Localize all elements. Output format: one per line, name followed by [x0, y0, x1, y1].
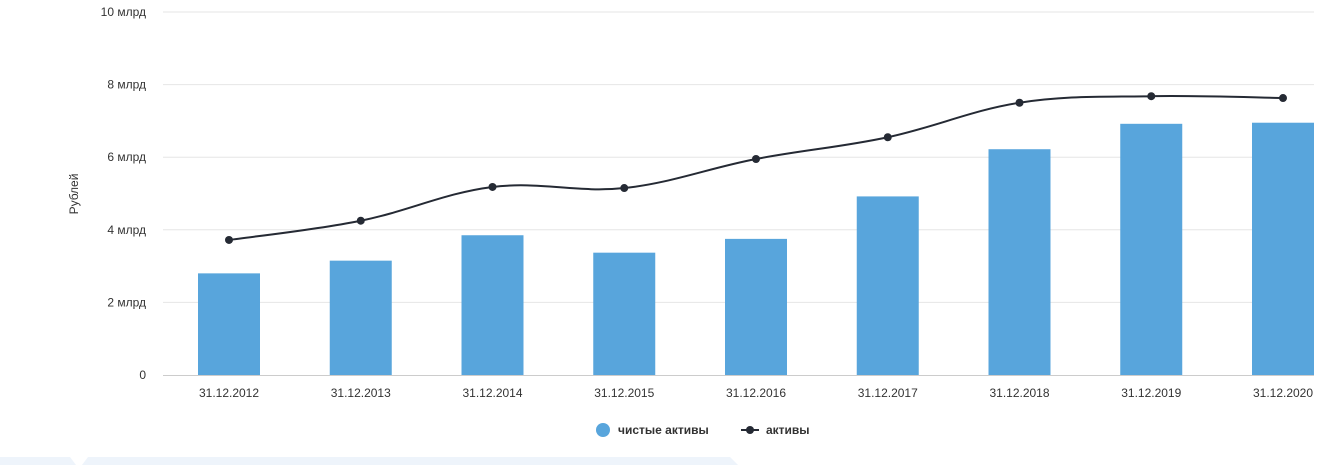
bar[interactable]	[329, 260, 392, 375]
bar[interactable]	[593, 252, 656, 375]
x-tick-label: 31.12.2012	[199, 386, 259, 400]
x-tick-label: 31.12.2018	[989, 386, 1049, 400]
bar[interactable]	[725, 238, 787, 375]
line-point[interactable]	[883, 133, 892, 142]
x-tick-label: 31.12.2016	[726, 386, 786, 400]
bar-series	[198, 122, 1314, 375]
bar[interactable]	[461, 235, 524, 375]
y-tick-label: 2 млрд	[107, 295, 146, 309]
line-point[interactable]	[225, 235, 233, 244]
line-series	[225, 92, 1287, 244]
legend-label-assets[interactable]: активы	[766, 423, 810, 437]
legend-label-net-assets[interactable]: чистые активы	[618, 423, 709, 437]
y-tick-label: 8 млрд	[107, 78, 146, 92]
bar[interactable]	[1252, 122, 1314, 375]
line-point[interactable]	[1015, 98, 1024, 107]
x-tick-label: 31.12.2014	[462, 386, 522, 400]
legend-marker-net-assets[interactable]	[596, 423, 610, 437]
decorative-strip	[0, 452, 740, 465]
bar[interactable]	[856, 196, 919, 375]
y-tick-label: 4 млрд	[107, 223, 146, 237]
legend[interactable]: чистые активы активы	[596, 423, 810, 437]
bar[interactable]	[198, 273, 260, 375]
x-tick-label: 31.12.2013	[331, 386, 391, 400]
x-tick-label: 31.12.2015	[594, 386, 654, 400]
x-tick-label: 31.12.2017	[858, 386, 918, 400]
line-point[interactable]	[752, 155, 760, 164]
line-point[interactable]	[488, 182, 497, 191]
line-point[interactable]	[620, 184, 629, 193]
y-tick-label: 6 млрд	[107, 150, 146, 164]
bar[interactable]	[988, 149, 1051, 375]
line-point[interactable]	[1279, 94, 1287, 103]
line-point[interactable]	[1147, 92, 1156, 101]
line-point[interactable]	[356, 216, 365, 225]
y-tick-label: 0	[139, 368, 146, 382]
x-axis-ticks: 31.12.2012 31.12.2013 31.12.2014 31.12.2015…	[199, 386, 1313, 400]
x-tick-label: 31.12.2020	[1253, 386, 1313, 400]
y-axis-title: Рублей	[67, 174, 81, 215]
y-axis-ticks: 0 2 млрд 4 млрд 6 млрд 8 млрд 10 млрд	[101, 5, 147, 382]
bar[interactable]	[1120, 123, 1183, 375]
legend-marker-dot-assets[interactable]	[746, 426, 754, 434]
y-tick-label: 10 млрд	[101, 5, 146, 19]
x-tick-label: 31.12.2019	[1121, 386, 1181, 400]
